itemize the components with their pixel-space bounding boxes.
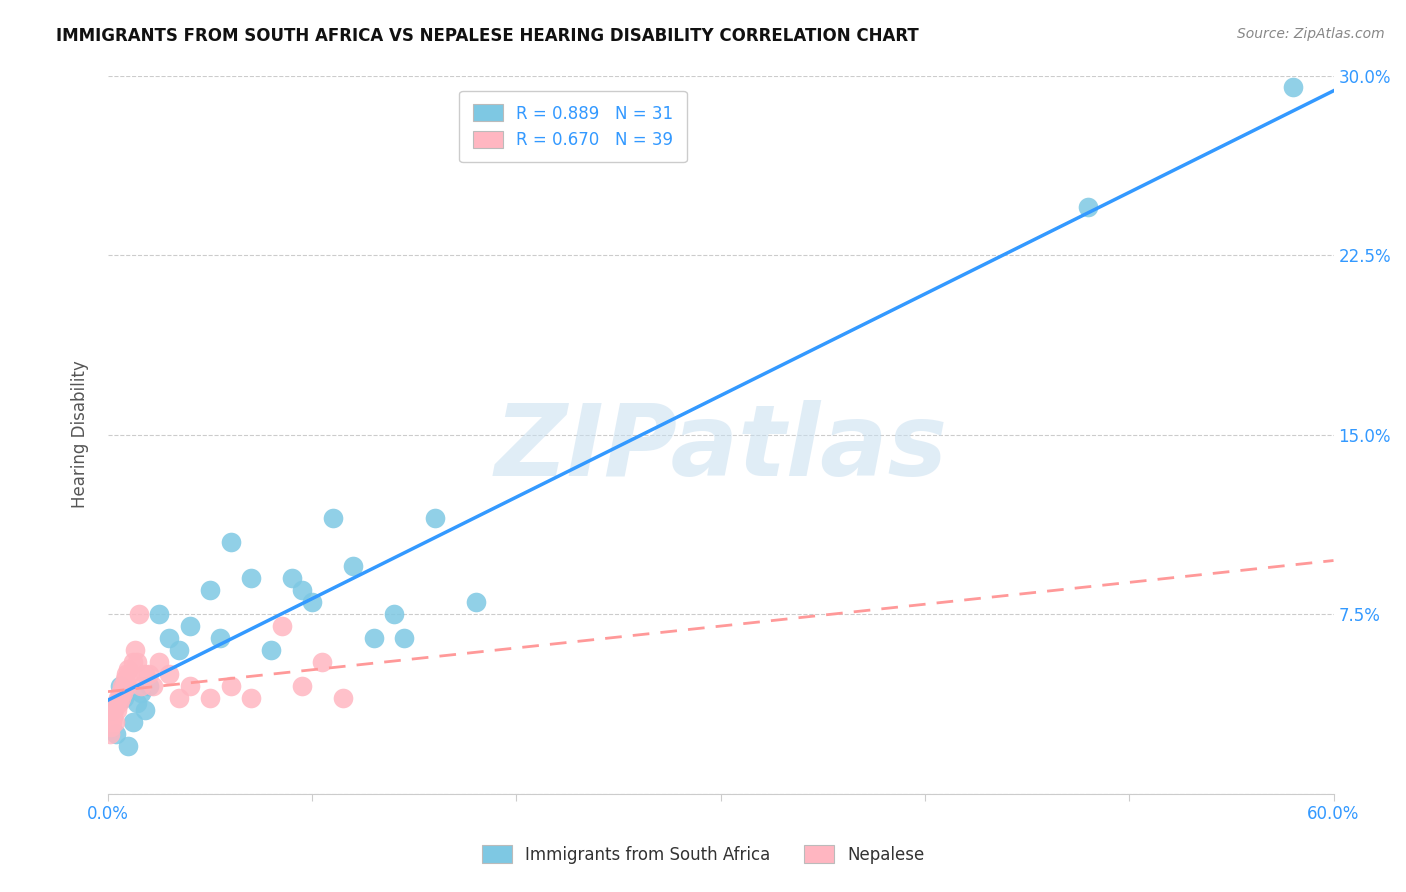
Point <box>157 631 180 645</box>
Point <box>107 690 129 705</box>
Point <box>382 607 405 621</box>
Point <box>124 643 146 657</box>
Point <box>117 662 139 676</box>
Point <box>112 686 135 700</box>
Point <box>301 595 323 609</box>
Point <box>121 655 143 669</box>
Point <box>108 696 131 710</box>
Point <box>332 690 354 705</box>
Text: IMMIGRANTS FROM SOUTH AFRICA VS NEPALESE HEARING DISABILITY CORRELATION CHART: IMMIGRANTS FROM SOUTH AFRICA VS NEPALESE… <box>56 27 920 45</box>
Point <box>115 667 138 681</box>
Point <box>148 607 170 621</box>
Point <box>120 667 142 681</box>
Point <box>112 679 135 693</box>
Point <box>281 571 304 585</box>
Point <box>291 679 314 693</box>
Point <box>311 655 333 669</box>
Point <box>98 727 121 741</box>
Point <box>117 679 139 693</box>
Point <box>134 667 156 681</box>
Point <box>219 535 242 549</box>
Point <box>198 690 221 705</box>
Text: Source: ZipAtlas.com: Source: ZipAtlas.com <box>1237 27 1385 41</box>
Point <box>322 511 344 525</box>
Point <box>101 714 124 729</box>
Point <box>270 619 292 633</box>
Point <box>105 727 128 741</box>
Point <box>198 583 221 598</box>
Point <box>209 631 232 645</box>
Point <box>179 619 201 633</box>
Point <box>103 703 125 717</box>
Point <box>148 655 170 669</box>
Y-axis label: Hearing Disability: Hearing Disability <box>72 360 89 508</box>
Point <box>1077 200 1099 214</box>
Point <box>392 631 415 645</box>
Text: ZIPatlas: ZIPatlas <box>494 401 948 498</box>
Point <box>129 679 152 693</box>
Point <box>129 686 152 700</box>
Point <box>117 739 139 753</box>
Point <box>363 631 385 645</box>
Point <box>101 703 124 717</box>
Point <box>110 679 132 693</box>
Point <box>128 607 150 621</box>
Point <box>112 690 135 705</box>
Point <box>114 672 136 686</box>
Point <box>104 714 127 729</box>
Legend: R = 0.889   N = 31, R = 0.670   N = 39: R = 0.889 N = 31, R = 0.670 N = 39 <box>460 91 686 162</box>
Point <box>260 643 283 657</box>
Point <box>105 703 128 717</box>
Point <box>169 643 191 657</box>
Point <box>423 511 446 525</box>
Point <box>142 679 165 693</box>
Point <box>169 690 191 705</box>
Point <box>110 686 132 700</box>
Point <box>125 696 148 710</box>
Point <box>157 667 180 681</box>
Point <box>125 655 148 669</box>
Point <box>105 696 128 710</box>
Point <box>138 679 160 693</box>
Point <box>179 679 201 693</box>
Point <box>239 571 262 585</box>
Point <box>134 703 156 717</box>
Legend: Immigrants from South Africa, Nepalese: Immigrants from South Africa, Nepalese <box>475 838 931 871</box>
Point <box>110 690 132 705</box>
Point <box>138 667 160 681</box>
Point <box>111 679 134 693</box>
Point <box>121 714 143 729</box>
Point <box>100 720 122 734</box>
Point <box>342 559 364 574</box>
Point <box>219 679 242 693</box>
Point <box>1281 80 1303 95</box>
Point <box>239 690 262 705</box>
Point <box>291 583 314 598</box>
Point <box>464 595 486 609</box>
Point <box>101 710 124 724</box>
